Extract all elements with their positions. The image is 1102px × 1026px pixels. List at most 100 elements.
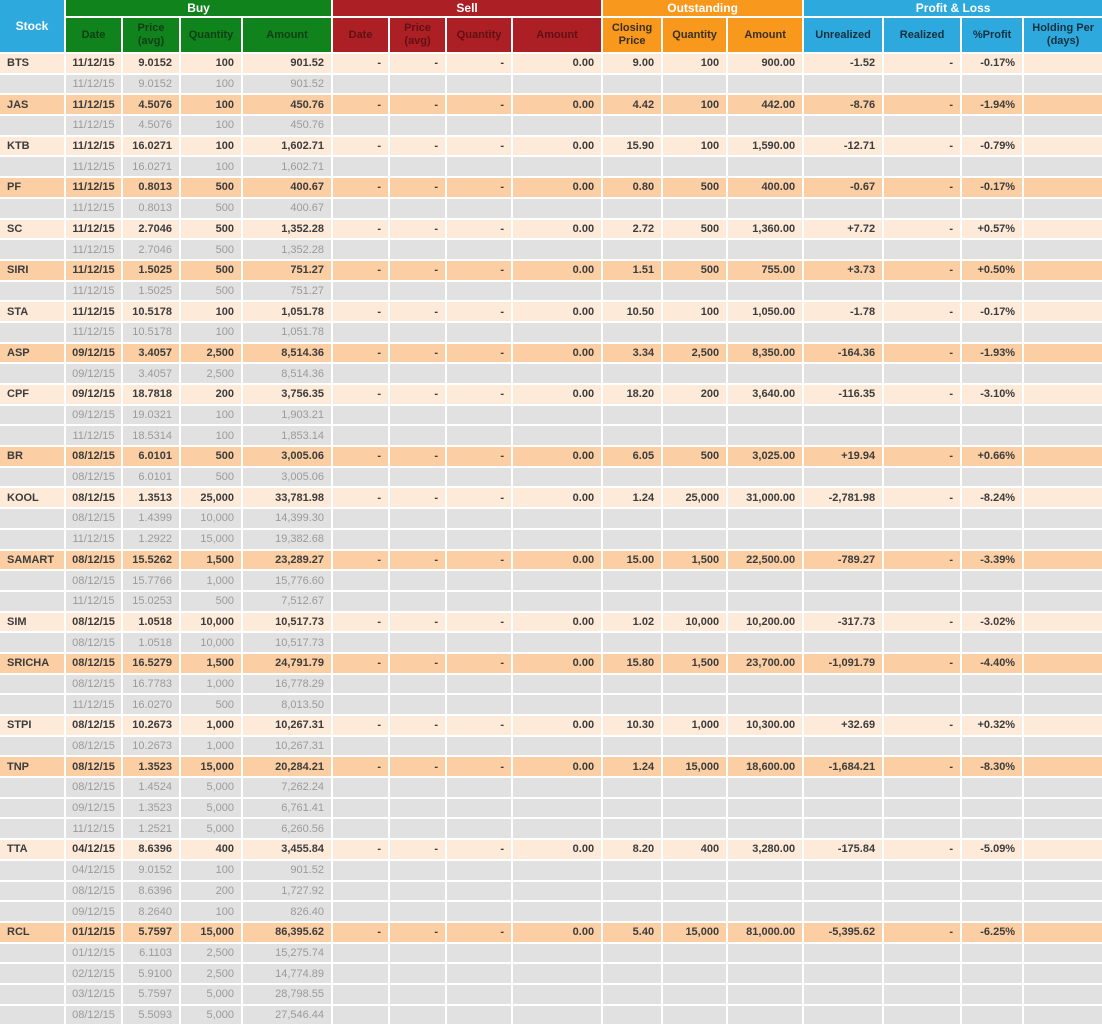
lot-buy-quantity: 100 xyxy=(181,116,243,137)
lot-unrealized xyxy=(804,281,885,303)
outstanding-amount: 8,350.00 xyxy=(728,343,805,365)
lot-outstanding-quantity xyxy=(663,467,729,489)
unrealized-value: +3.73 xyxy=(804,260,885,282)
lot-buy-amount: 901.52 xyxy=(243,74,334,96)
buy-date: 08/12/15 xyxy=(66,550,123,572)
lot-sell-amount xyxy=(513,322,604,344)
lot-buy-date: 11/12/15 xyxy=(66,426,123,448)
lot-outstanding-quantity xyxy=(663,571,729,592)
stock-name: STPI xyxy=(0,716,66,737)
unrealized-value: +32.69 xyxy=(804,716,885,737)
lot-percent-profit xyxy=(962,984,1025,1006)
sell-date: - xyxy=(333,219,391,241)
sell-quantity: - xyxy=(447,302,514,323)
outstanding-amount: 900.00 xyxy=(728,54,805,75)
lot-buy-price: 16.7783 xyxy=(123,674,181,696)
lot-unrealized xyxy=(804,509,885,530)
buy-quantity: 500 xyxy=(181,447,243,468)
lot-percent-profit xyxy=(962,881,1025,903)
lot-sell-price xyxy=(390,591,448,613)
outstanding-quantity: 1,000 xyxy=(663,716,729,737)
buy-quantity: 100 xyxy=(181,95,243,117)
lot-percent-profit xyxy=(962,571,1025,592)
lot-realized xyxy=(884,798,963,820)
lot-sell-quantity xyxy=(447,902,514,923)
buy-quantity: 500 xyxy=(181,260,243,282)
lot-closing-price xyxy=(603,322,664,344)
lot-unrealized xyxy=(804,240,885,261)
holding-period-value xyxy=(1024,54,1102,75)
buy-date: 08/12/15 xyxy=(66,653,123,675)
lot-buy-amount: 1,727.92 xyxy=(243,881,334,903)
realized-value: - xyxy=(884,136,963,158)
lot-outstanding-quantity xyxy=(663,902,729,923)
lot-sell-amount xyxy=(513,881,604,903)
percent-profit-value: -5.09% xyxy=(962,840,1025,861)
lot-unrealized xyxy=(804,736,885,758)
lot-outstanding-quantity xyxy=(663,198,729,220)
lot-buy-amount: 901.52 xyxy=(243,860,334,882)
buy-amount: 751.27 xyxy=(243,260,334,282)
outstanding-amount: 1,050.00 xyxy=(728,302,805,323)
unrealized-value: -175.84 xyxy=(804,840,885,861)
buy-amount: 1,352.28 xyxy=(243,219,334,241)
lot-closing-price xyxy=(603,281,664,303)
lot-buy-quantity: 200 xyxy=(181,881,243,903)
lot-sell-amount xyxy=(513,778,604,799)
lot-sell-date xyxy=(333,819,391,841)
lot-outstanding-amount xyxy=(728,198,805,220)
buy-price: 1.5025 xyxy=(123,260,181,282)
lot-buy-price: 5.9100 xyxy=(123,964,181,985)
lot-realized xyxy=(884,984,963,1006)
lot-sell-price xyxy=(390,405,448,427)
buy-amount: 400.67 xyxy=(243,178,334,199)
lot-unrealized xyxy=(804,984,885,1006)
lot-outstanding-amount xyxy=(728,902,805,923)
lot-sell-date xyxy=(333,736,391,758)
lot-row: 11/12/15 10.5178 100 1,051.78 xyxy=(0,322,1102,344)
lot-buy-amount: 14,774.89 xyxy=(243,964,334,985)
lot-outstanding-quantity xyxy=(663,426,729,448)
outstanding-amount: 1,590.00 xyxy=(728,136,805,158)
lot-percent-profit xyxy=(962,778,1025,799)
lot-buy-quantity: 1,000 xyxy=(181,736,243,758)
buy-date: 11/12/15 xyxy=(66,95,123,117)
sell-amount: 0.00 xyxy=(513,653,604,675)
outstanding-amount: 10,300.00 xyxy=(728,716,805,737)
holding-period-value xyxy=(1024,447,1102,468)
stock-name: SAMART xyxy=(0,550,66,572)
lot-buy-quantity: 2,500 xyxy=(181,943,243,965)
lot-row: 11/12/15 18.5314 100 1,853.14 xyxy=(0,426,1102,448)
stock-name: SC xyxy=(0,219,66,241)
lot-outstanding-quantity xyxy=(663,157,729,179)
lot-row: 08/12/15 1.0518 10,000 10,517.73 xyxy=(0,633,1102,654)
lot-sell-price xyxy=(390,902,448,923)
lot-buy-amount: 10,517.73 xyxy=(243,633,334,654)
buy-amount: 3,455.84 xyxy=(243,840,334,861)
lot-stock-empty xyxy=(0,819,66,841)
lot-row: 11/12/15 16.0270 500 8,013.50 xyxy=(0,695,1102,716)
sell-quantity: - xyxy=(447,219,514,241)
lot-outstanding-amount xyxy=(728,1005,805,1026)
buy-quantity: 500 xyxy=(181,219,243,241)
lot-holding-period xyxy=(1024,467,1102,489)
percent-profit-value: -3.02% xyxy=(962,612,1025,634)
lot-percent-profit xyxy=(962,240,1025,261)
lot-sell-quantity xyxy=(447,322,514,344)
lot-sell-price xyxy=(390,157,448,179)
sell-quantity: - xyxy=(447,260,514,282)
lot-sell-amount xyxy=(513,674,604,696)
sell-date: - xyxy=(333,302,391,323)
lot-realized xyxy=(884,405,963,427)
buy-quantity: 100 xyxy=(181,136,243,158)
lot-buy-price: 6.1103 xyxy=(123,943,181,965)
buy-price: 1.3513 xyxy=(123,488,181,510)
lot-percent-profit xyxy=(962,322,1025,344)
lot-buy-date: 11/12/15 xyxy=(66,529,123,551)
outstanding-amount: 10,200.00 xyxy=(728,612,805,634)
sell-amount: 0.00 xyxy=(513,385,604,406)
outstanding-amount: 442.00 xyxy=(728,95,805,117)
sell-date: - xyxy=(333,447,391,468)
stock-row: JAS 11/12/15 4.5076 100 450.76- - -0.00 4.42 100… xyxy=(0,95,1102,117)
lot-buy-price: 5.5093 xyxy=(123,1005,181,1026)
